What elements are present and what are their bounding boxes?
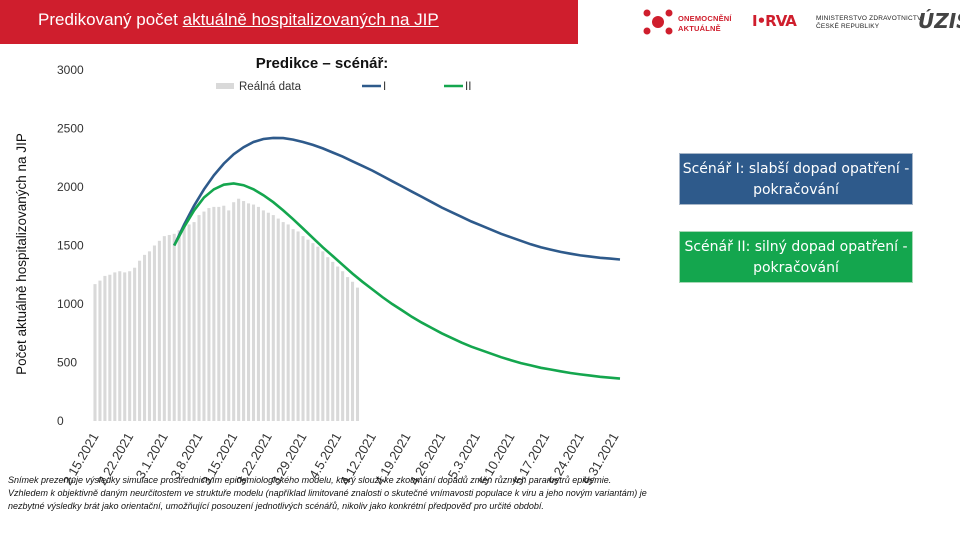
page-title: Predikovaný počet aktuálně hospitalizova… [38, 9, 439, 31]
real-data-bar [133, 267, 137, 421]
real-data-bar [103, 275, 107, 421]
real-data-bar [276, 218, 280, 421]
onemocneni-line1: ONEMOCNĚNÍ [678, 14, 732, 23]
real-data-bar [202, 211, 206, 421]
real-data-bar [212, 206, 216, 421]
real-data-bar [162, 236, 166, 421]
real-data-bar [316, 246, 320, 421]
real-data-bar [207, 208, 211, 421]
real-data-bar [98, 280, 102, 421]
real-data-bar [217, 206, 221, 421]
real-data-bar [177, 230, 181, 421]
real-data-bar [152, 245, 156, 421]
real-data-bar [351, 281, 355, 421]
real-data-bar [192, 222, 196, 421]
real-data-bar [123, 272, 127, 421]
real-data-bar [118, 271, 122, 421]
real-data-bar [108, 274, 112, 421]
real-data-bar [336, 266, 340, 421]
logo-strip: ONEMOCNĚNÍ AKTUÁLNĚ I•RVA MINISTERSTVO Z… [640, 4, 960, 40]
legend: Reálná data I II [216, 81, 471, 93]
y-tick-label: 2500 [57, 122, 84, 136]
legend-label-II: II [465, 81, 471, 93]
onemocneni-logo-text: ONEMOCNĚNÍ AKTUÁLNĚ [678, 14, 732, 34]
real-data-bar [93, 284, 97, 421]
scenario-II-box: Scénář II: silný dopad opatření - pokrač… [679, 231, 913, 283]
disclaimer-note: Snímek prezentuje výsledky simulace pros… [8, 475, 647, 511]
real-data-bar [311, 243, 315, 421]
real-data-bar [291, 229, 295, 421]
real-data-bar [222, 205, 226, 421]
real-data-bar [182, 226, 186, 421]
real-data-bar [296, 231, 300, 421]
real-data-bar [242, 201, 246, 421]
scenario-II-line [173, 182, 621, 380]
real-data-bar [355, 287, 360, 421]
legend-label-real: Reálná data [239, 81, 302, 93]
scenario-I-line [173, 136, 621, 261]
real-data-bar [301, 236, 305, 421]
real-data-bar [341, 271, 345, 421]
y-axis-ticks: 0 500 1000 1500 2000 2500 3000 [57, 63, 84, 428]
real-data-bar [197, 215, 201, 421]
real-data-bar [271, 215, 275, 421]
header-bar: Predikovaný počet aktuálně hospitalizova… [0, 0, 578, 44]
real-data-bar [331, 261, 335, 421]
real-data-bar [167, 234, 171, 421]
chart-title: Predikce – scénář: [256, 55, 389, 72]
real-data-bar [281, 222, 285, 421]
y-tick-label: 0 [57, 414, 64, 428]
real-data-bar [128, 271, 132, 421]
title-prefix: Predikovaný počet [38, 10, 178, 29]
real-data-bar [147, 251, 152, 421]
real-data-bar [251, 204, 256, 421]
y-axis-label: Počet aktuálně hospitalizovaných na JIP [14, 133, 29, 375]
real-data-bar [321, 251, 325, 421]
y-tick-label: 2000 [57, 180, 84, 194]
real-data-bar [266, 212, 270, 421]
title-underlined: aktuálně hospitalizovaných na JIP [182, 10, 439, 29]
real-data-bars [93, 198, 360, 421]
real-data-bar [306, 239, 310, 421]
legend-label-I: I [383, 81, 386, 93]
real-data-bar [157, 240, 161, 421]
ministry-line2: ČESKÉ REPUBLIKY [816, 23, 880, 30]
real-data-bar [326, 257, 330, 421]
real-data-bar [172, 233, 176, 421]
real-data-bar [261, 210, 265, 421]
real-data-bar [237, 198, 241, 421]
real-data-bar [142, 254, 147, 421]
center-logo: I•RVA [752, 12, 797, 30]
onemocneni-logo-icon [643, 9, 673, 35]
scenario-I-box: Scénář I: slabší dopad opatření - pokrač… [679, 153, 913, 205]
y-tick-label: 1500 [57, 239, 84, 253]
real-data-bar [187, 224, 191, 421]
real-data-bar [227, 210, 231, 421]
real-data-bar [256, 206, 260, 421]
real-data-bar [232, 202, 236, 421]
real-data-bar [346, 277, 350, 421]
y-tick-label: 3000 [57, 63, 84, 77]
y-tick-label: 1000 [57, 297, 84, 311]
real-data-bar [113, 272, 117, 421]
real-data-bar [286, 224, 290, 421]
ministry-logo-text: MINISTERSTVO ZDRAVOTNICTVÍ ČESKÉ REPUBLI… [816, 15, 924, 31]
ministry-line1: MINISTERSTVO ZDRAVOTNICTVÍ [816, 15, 924, 22]
legend-swatch-real [216, 83, 234, 89]
real-data-bar [247, 203, 251, 421]
y-tick-label: 500 [57, 356, 77, 370]
onemocneni-line2: AKTUÁLNĚ [678, 24, 721, 33]
real-data-bar [138, 260, 142, 421]
uzis-logo: ÚZIS [918, 9, 960, 33]
